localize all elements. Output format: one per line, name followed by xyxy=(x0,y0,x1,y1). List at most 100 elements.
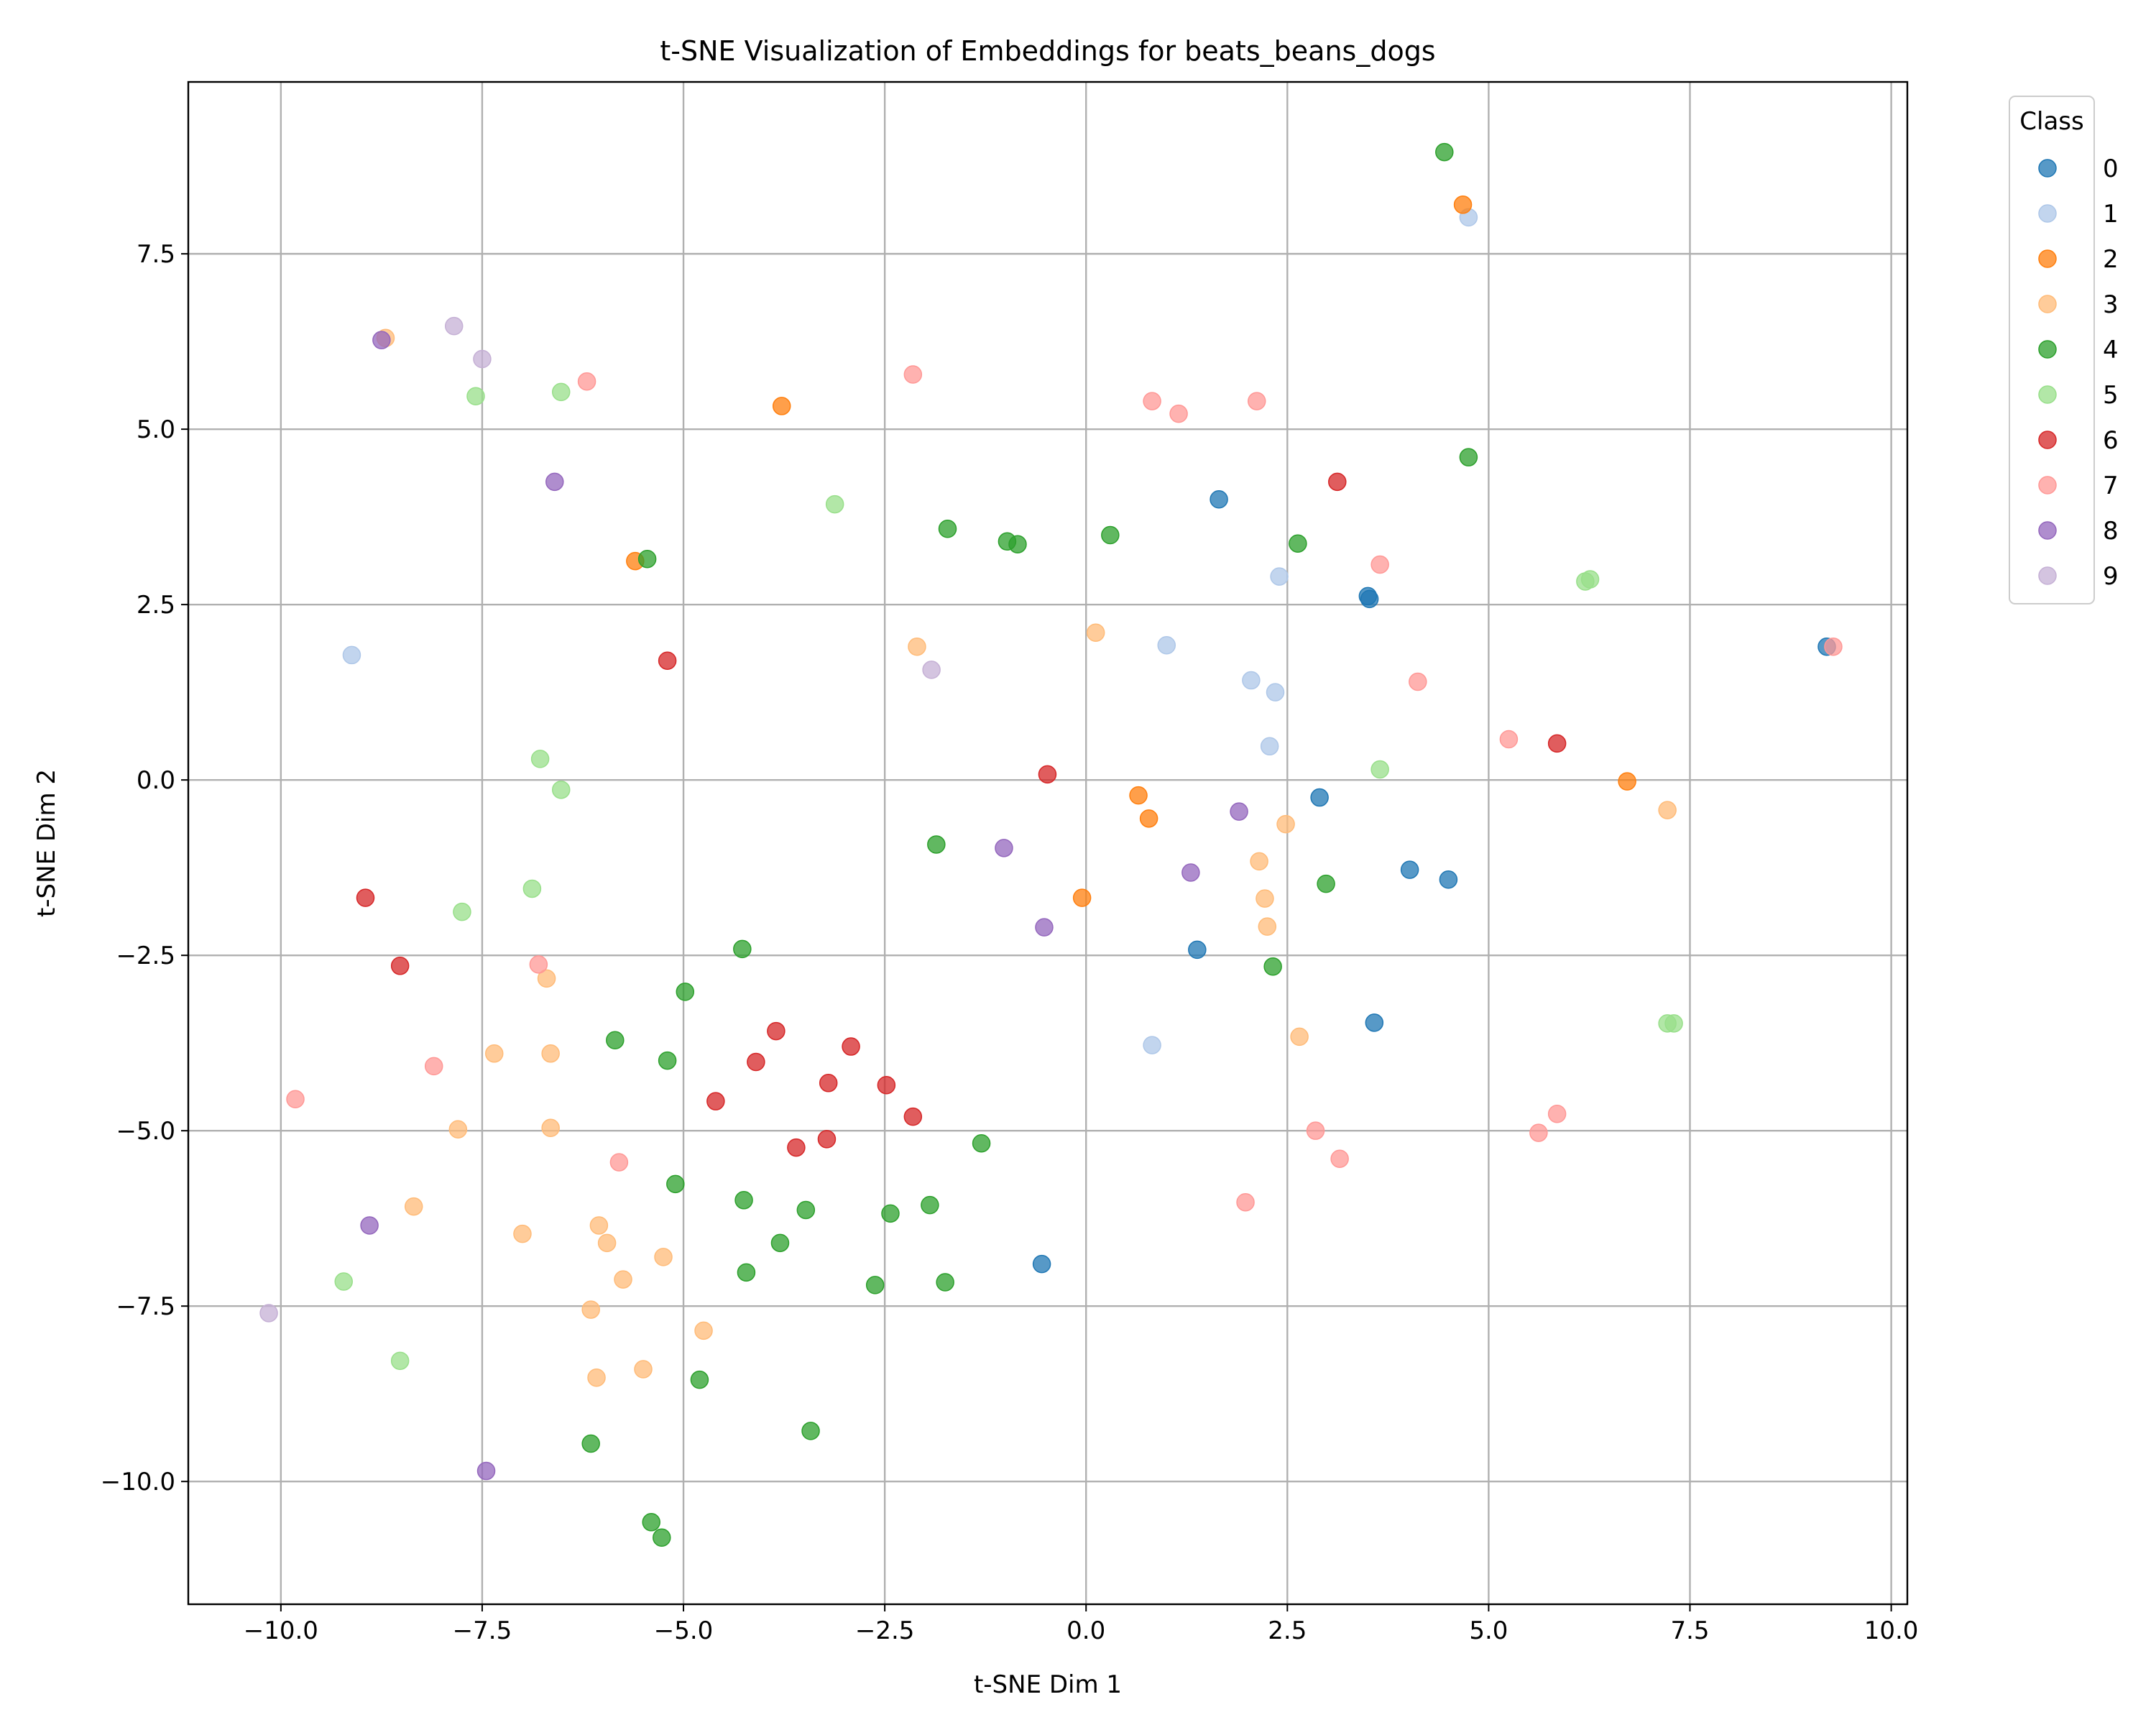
data-point xyxy=(908,637,926,656)
data-point xyxy=(1824,637,1843,656)
data-point xyxy=(734,1191,753,1210)
data-point xyxy=(513,1224,532,1243)
data-point xyxy=(1129,786,1148,805)
data-point xyxy=(476,1461,496,1481)
data-point xyxy=(606,1031,625,1050)
data-points xyxy=(259,142,1843,1547)
data-point xyxy=(825,494,844,514)
data-point xyxy=(448,1120,468,1138)
series-class-5 xyxy=(334,382,1683,1371)
y-tick-label: 2.5 xyxy=(137,591,175,620)
legend-label-class-4: 4 xyxy=(2103,336,2119,364)
data-point xyxy=(1400,860,1419,879)
y-tick-label: −2.5 xyxy=(116,942,175,970)
y-tick-label: 0.0 xyxy=(137,766,175,795)
data-point xyxy=(581,1300,600,1319)
data-point xyxy=(1032,1254,1051,1274)
data-point xyxy=(1547,734,1567,753)
legend-marker-class-9 xyxy=(2038,566,2057,585)
legend-marker-class-8 xyxy=(2038,521,2057,540)
data-point xyxy=(922,661,941,679)
data-point xyxy=(1328,472,1347,492)
data-point xyxy=(1008,535,1027,553)
x-tick-label: 7.5 xyxy=(1670,1616,1709,1645)
data-point xyxy=(1409,672,1427,691)
series-class-3 xyxy=(376,328,1677,1387)
data-point xyxy=(927,835,946,854)
data-point xyxy=(676,983,695,1001)
data-point xyxy=(1317,874,1335,893)
data-point xyxy=(404,1197,423,1216)
data-point xyxy=(995,839,1013,857)
y-tick-label: −10.0 xyxy=(101,1468,175,1496)
data-point xyxy=(653,1528,671,1547)
series-class-9 xyxy=(259,316,941,1322)
series-class-2 xyxy=(626,196,1636,907)
data-point xyxy=(1459,448,1478,466)
data-point xyxy=(1169,404,1188,423)
data-point xyxy=(1266,683,1285,702)
legend-items: 0 1 2 3 4 5 6 7 8 9 xyxy=(2038,155,2119,591)
data-point xyxy=(473,349,492,369)
data-point xyxy=(772,397,791,415)
data-point xyxy=(1143,392,1161,410)
data-point xyxy=(658,651,677,670)
data-point xyxy=(1453,196,1473,214)
x-tick-label: 2.5 xyxy=(1268,1616,1307,1645)
data-point xyxy=(1529,1123,1548,1142)
data-point xyxy=(541,1044,560,1063)
data-point xyxy=(1263,957,1282,976)
legend: Class 0 1 2 3 4 5 6 7 8 9 xyxy=(2009,96,2119,604)
data-point xyxy=(1276,814,1295,834)
data-point xyxy=(541,1118,560,1138)
y-tick-label: −7.5 xyxy=(116,1292,175,1321)
legend-marker-class-1 xyxy=(2038,204,2057,223)
data-point xyxy=(1143,1036,1161,1054)
data-point xyxy=(1181,863,1200,882)
data-point xyxy=(694,1321,713,1340)
legend-label-class-3: 3 xyxy=(2103,290,2119,319)
data-point xyxy=(903,365,923,384)
data-point xyxy=(1658,801,1677,819)
data-point xyxy=(356,888,375,907)
data-point xyxy=(865,1276,885,1294)
series-class-7 xyxy=(286,365,1843,1212)
data-point xyxy=(390,957,410,975)
data-point xyxy=(1139,809,1158,828)
legend-marker-class-4 xyxy=(2038,340,2057,359)
legend-label-class-5: 5 xyxy=(2103,381,2119,410)
data-point xyxy=(1289,534,1307,553)
data-point xyxy=(1038,765,1057,784)
data-point xyxy=(484,1044,504,1063)
x-tick-label: 0.0 xyxy=(1067,1616,1105,1645)
data-point xyxy=(877,1075,896,1095)
series-class-6 xyxy=(356,472,1567,1157)
y-axis-label: t-SNE Dim 2 xyxy=(32,769,61,917)
legend-marker-class-5 xyxy=(2038,385,2057,404)
data-point xyxy=(589,1216,609,1235)
data-point xyxy=(360,1216,379,1235)
data-point xyxy=(390,1351,410,1371)
data-point xyxy=(801,1422,820,1440)
data-point xyxy=(286,1090,305,1109)
data-point xyxy=(747,1052,765,1072)
data-point xyxy=(1439,870,1458,889)
data-point xyxy=(1370,760,1389,779)
y-tick-label: 5.0 xyxy=(137,415,175,444)
data-point xyxy=(545,472,564,492)
data-point xyxy=(1618,772,1636,791)
data-point xyxy=(637,549,657,569)
legend-marker-class-7 xyxy=(2038,476,2057,494)
data-point xyxy=(372,331,391,349)
data-point xyxy=(1210,489,1228,509)
data-point xyxy=(1258,917,1277,936)
data-point xyxy=(819,1074,838,1092)
data-point xyxy=(1247,392,1266,410)
data-point xyxy=(444,316,464,336)
legend-label-class-7: 7 xyxy=(2103,472,2119,500)
data-point xyxy=(1547,1105,1567,1123)
data-point xyxy=(1435,142,1454,162)
data-point xyxy=(654,1248,673,1266)
